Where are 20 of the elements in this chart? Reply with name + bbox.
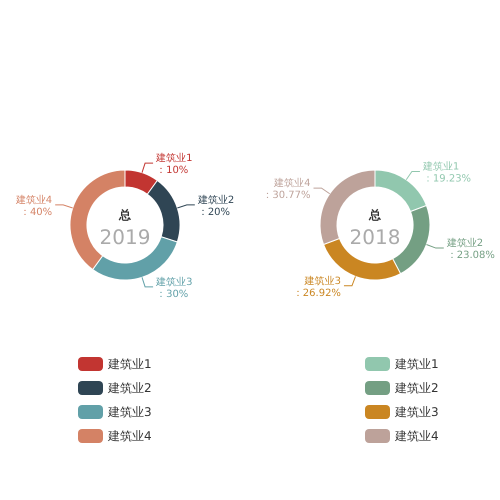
text: 总 — [368, 208, 382, 222]
data-label: 建筑业4：30.77% — [262, 177, 311, 202]
text: 总 — [118, 208, 132, 222]
legend-label: 建筑业2 — [394, 381, 439, 395]
legend-label: 建筑业1 — [107, 357, 152, 371]
legend-label: 建筑业1 — [394, 357, 439, 371]
data-label: 建筑业2：23.08% — [446, 237, 495, 262]
legend-label: 建筑业4 — [107, 429, 152, 443]
text: 2019 — [100, 225, 150, 249]
text: 2018 — [350, 225, 400, 249]
data-label: 建筑业4：40% — [14, 194, 52, 218]
legend-label: 建筑业4 — [394, 429, 439, 443]
data-label: 建筑业1：10% — [155, 152, 192, 176]
legend-label: 建筑业3 — [394, 405, 439, 419]
data-label: 建筑业3：30% — [155, 276, 192, 300]
data-label: 建筑业1：19.23% — [422, 160, 472, 185]
data-label: 建筑业2：20% — [196, 194, 234, 218]
legend-label: 建筑业3 — [107, 405, 152, 419]
data-label: 建筑业3：26.92% — [292, 274, 341, 299]
legend-label: 建筑业2 — [107, 381, 152, 395]
